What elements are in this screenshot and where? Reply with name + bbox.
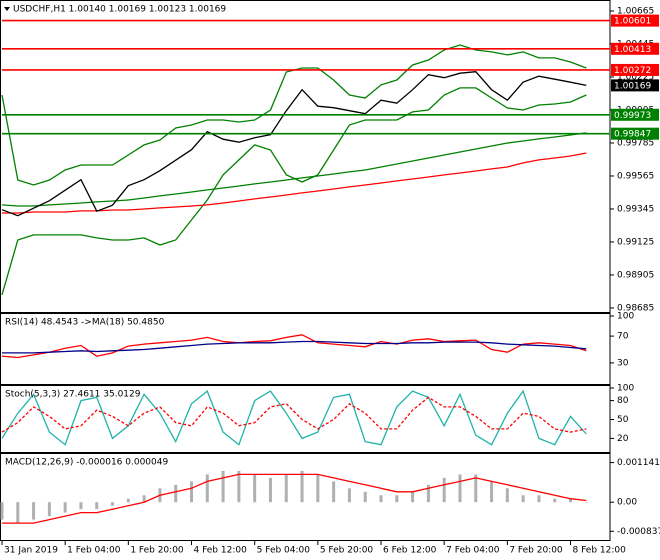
- histogram-bar: [221, 470, 225, 503]
- x-tick-label: 31 Jan 2019: [4, 546, 58, 556]
- x-tick-label: 7 Feb 20:00: [509, 546, 563, 556]
- y-tick-label: 70: [617, 332, 629, 342]
- histogram-bar: [426, 484, 430, 503]
- level-label: 0.99847: [614, 130, 651, 140]
- histogram-bar: [284, 474, 288, 503]
- level-label: 1.00272: [614, 66, 651, 76]
- histogram-bar: [458, 474, 462, 503]
- histogram-bar: [300, 470, 304, 503]
- y-tick-label: 0.00: [617, 498, 637, 508]
- y-tick-label: -0.000837: [617, 527, 660, 537]
- histogram-bar: [237, 470, 241, 503]
- panel-frame: [0, 453, 611, 541]
- y-tick-label: 1.00225: [617, 72, 654, 82]
- histogram-bar: [411, 491, 415, 503]
- y-tick-label: 0.001141: [617, 458, 660, 468]
- histogram-bar: [347, 488, 351, 503]
- y-tick-label: 0.98905: [617, 270, 654, 280]
- x-tick-label: 5 Feb 20:00: [320, 546, 374, 556]
- y-tick-label: 100: [617, 384, 634, 394]
- series-line: [1, 71, 587, 217]
- histogram-bar: [142, 495, 146, 503]
- x-tick-label: 1 Feb 04:00: [67, 546, 121, 556]
- price-label-bg: [611, 79, 659, 92]
- histogram-bar: [521, 495, 525, 503]
- histogram-bar: [569, 498, 573, 503]
- x-tick-label: 1 Feb 20:00: [130, 546, 184, 556]
- price-label: 1.00169: [614, 81, 651, 91]
- histogram-bar: [79, 502, 83, 510]
- histogram-bar: [190, 481, 194, 503]
- series-line: [2, 340, 587, 354]
- series-line: [1, 132, 587, 207]
- histogram-bar: [553, 498, 557, 503]
- panel-title: Stoch(5,3,3) 27.4611 35.0129: [5, 390, 141, 400]
- histogram-bar: [395, 495, 399, 503]
- collapse-icon[interactable]: [4, 7, 10, 11]
- histogram-bar: [126, 498, 130, 503]
- panel-title: MACD(12,26,9) -0.000016 0.000049: [5, 458, 168, 468]
- histogram-bar: [537, 495, 541, 503]
- y-tick-label: 0.98685: [617, 303, 654, 313]
- level-label-bg: [611, 108, 659, 121]
- histogram-bar: [63, 502, 67, 513]
- x-tick-label: 6 Feb 12:00: [383, 546, 437, 556]
- level-label-bg: [611, 63, 659, 76]
- panel-title: RSI(14) 48.4543 ->MA(18) 50.4850: [5, 318, 165, 328]
- histogram-bar: [47, 502, 51, 517]
- x-tick-label: 5 Feb 04:00: [257, 546, 311, 556]
- series-line: [1, 396, 587, 433]
- series-line: [2, 473, 587, 524]
- histogram-bar: [253, 474, 257, 503]
- x-tick-label: 8 Feb 12:00: [573, 546, 627, 556]
- x-tick-label: 7 Feb 04:00: [446, 546, 500, 556]
- y-tick-label: 0.99785: [617, 138, 654, 148]
- histogram-bar: [505, 488, 509, 503]
- histogram-bar: [16, 502, 20, 524]
- histogram-bar: [490, 481, 494, 503]
- histogram-bar: [379, 495, 383, 503]
- histogram-bar: [474, 474, 478, 503]
- histogram-bar: [32, 502, 36, 520]
- histogram-bar: [174, 484, 178, 503]
- y-tick-label: 30: [617, 358, 629, 368]
- y-tick-label: 0.99565: [617, 171, 654, 181]
- level-label-bg: [611, 42, 659, 55]
- y-tick-label: 80: [617, 396, 629, 406]
- y-tick-label: 20: [617, 434, 629, 444]
- histogram-bar: [95, 502, 99, 510]
- histogram-bar: [316, 474, 320, 503]
- histogram-bar: [584, 502, 588, 503]
- y-tick-label: 1.00665: [617, 6, 654, 16]
- x-tick-label: 4 Feb 12:00: [194, 546, 248, 556]
- series-line: [1, 389, 587, 446]
- histogram-bar: [332, 481, 336, 503]
- panel-frame: [0, 313, 611, 385]
- level-label: 0.99973: [614, 111, 651, 121]
- histogram-bar: [268, 477, 272, 503]
- histogram-bar: [205, 474, 209, 503]
- panel-title: USDCHF,H1 1.00140 1.00169 1.00123 1.0016…: [13, 5, 226, 15]
- histogram-bar: [442, 477, 446, 503]
- level-label-bg: [611, 127, 659, 140]
- y-tick-label: 50: [617, 415, 629, 425]
- histogram-bar: [111, 502, 115, 506]
- level-label: 1.00413: [614, 45, 651, 55]
- histogram-bar: [363, 491, 367, 503]
- panel-frame: [0, 0, 611, 313]
- y-tick-label: 0.99125: [617, 237, 654, 247]
- series-line: [1, 334, 587, 359]
- y-tick-label: 100: [617, 312, 634, 322]
- y-tick-label: 0.99345: [617, 204, 654, 214]
- level-label-bg: [611, 14, 659, 27]
- histogram-bar: [0, 502, 4, 520]
- level-label: 1.00601: [614, 17, 651, 27]
